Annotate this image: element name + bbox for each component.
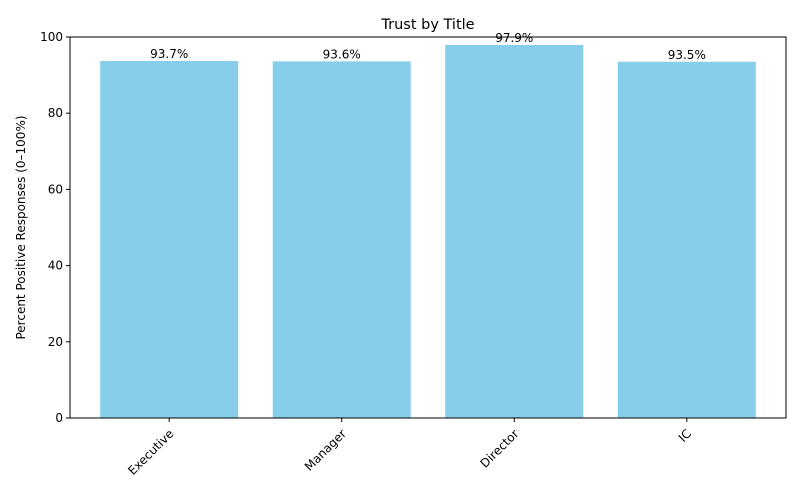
data-label: 97.9%: [495, 31, 533, 45]
bar-director: [445, 45, 584, 418]
y-axis: 0 20 40 60 80 100: [40, 30, 70, 425]
y-tick-label: 100: [40, 30, 63, 44]
bar-ic: [617, 61, 756, 418]
bar-series: [100, 45, 756, 419]
x-tick-label: Manager: [302, 427, 349, 474]
chart-title: Trust by Title: [380, 17, 474, 33]
x-tick-label: Executive: [125, 427, 176, 478]
bar-manager: [272, 61, 411, 418]
plot-frame: [69, 36, 787, 419]
data-label: 93.6%: [323, 47, 361, 61]
y-tick-label: 0: [55, 411, 63, 425]
x-axis: Executive Manager Director IC: [125, 418, 694, 478]
data-label: 93.7%: [150, 47, 188, 61]
data-labels: 93.7% 93.6% 97.9% 93.5%: [150, 31, 706, 62]
y-axis-title: Percent Positive Responses (0–100%): [14, 115, 28, 339]
y-tick-label: 20: [48, 335, 63, 349]
bar-executive: [100, 61, 239, 419]
y-tick-label: 40: [48, 259, 63, 273]
data-label: 93.5%: [668, 48, 706, 62]
x-tick-label: Director: [478, 427, 522, 471]
y-tick-label: 80: [48, 106, 63, 120]
y-tick-label: 60: [48, 182, 63, 196]
x-tick-label: IC: [676, 427, 694, 445]
